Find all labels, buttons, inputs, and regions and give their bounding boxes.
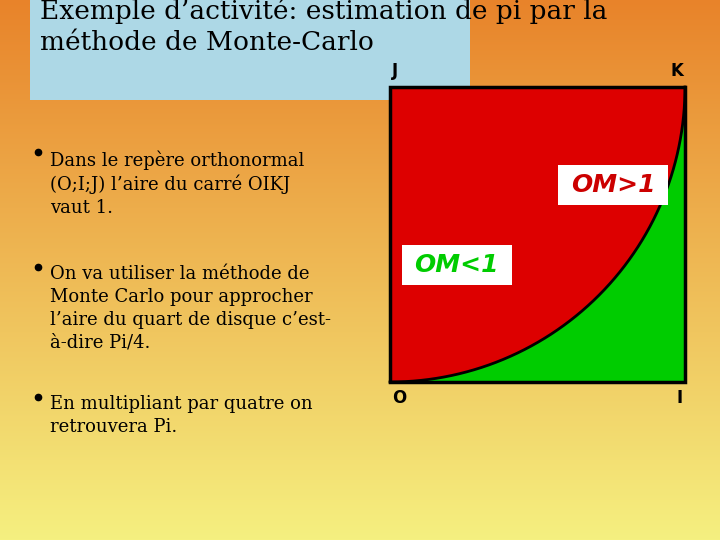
Text: I: I [677,389,683,407]
Text: J: J [392,62,398,80]
Text: O: O [392,389,406,407]
Text: En multipliant par quatre on
retrouvera Pi.: En multipliant par quatre on retrouvera … [50,395,312,436]
Bar [402,245,512,285]
Bar [558,165,668,205]
Wedge shape [390,87,685,382]
Text: OM>1: OM>1 [571,173,655,197]
Text: Exemple d’activité: estimation de pi par la
méthode de Monte-Carlo: Exemple d’activité: estimation de pi par… [40,0,608,55]
Text: K: K [670,62,683,80]
Bar [390,87,685,382]
FancyBboxPatch shape [30,0,470,100]
Text: OM<1: OM<1 [415,253,499,276]
Text: Dans le repère orthonormal
(O;I;J) l’aire du carré OIKJ
vaut 1.: Dans le repère orthonormal (O;I;J) l’air… [50,150,305,217]
Text: On va utiliser la méthode de
Monte Carlo pour approcher
l’aire du quart de disqu: On va utiliser la méthode de Monte Carlo… [50,265,331,352]
Bar [390,87,685,382]
